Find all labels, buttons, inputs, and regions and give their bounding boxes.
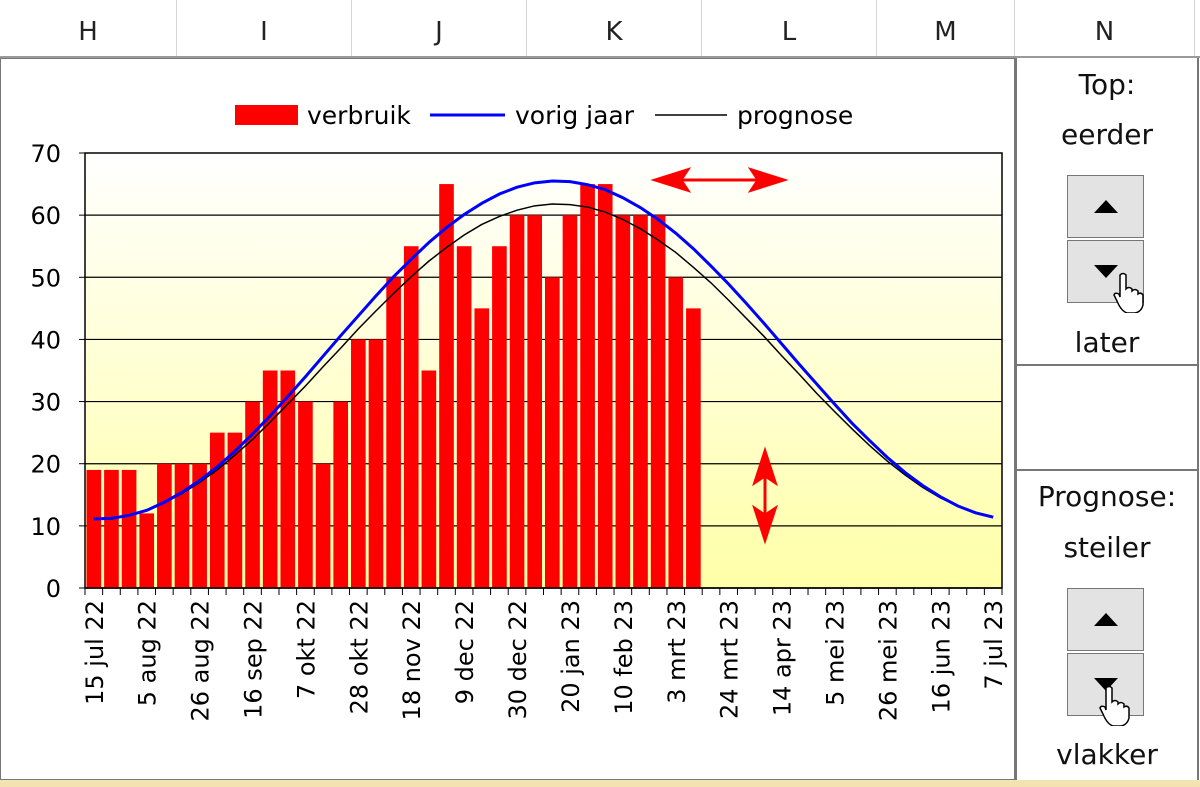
x-tick-label: 7 okt 22 bbox=[292, 600, 320, 699]
bar-verbruik bbox=[157, 463, 172, 588]
bar-verbruik bbox=[368, 339, 384, 588]
sheet-border bbox=[0, 780, 1200, 787]
x-tick-label: 10 feb 23 bbox=[610, 600, 638, 715]
top-title: Top: bbox=[1078, 68, 1136, 101]
hand-cursor-icon bbox=[1113, 272, 1144, 313]
legend-label-vorig-jaar: vorig jaar bbox=[515, 101, 635, 130]
bar-verbruik bbox=[209, 432, 225, 588]
arrow-down-icon bbox=[1094, 265, 1118, 278]
horizontal-shift-arrow-icon bbox=[650, 167, 789, 193]
arrow-up-icon bbox=[1094, 613, 1118, 626]
vertical-scale-arrow-icon bbox=[752, 446, 778, 545]
x-tick-label: 28 okt 22 bbox=[345, 600, 373, 714]
bar-verbruik bbox=[245, 401, 260, 588]
bar-verbruik bbox=[686, 308, 701, 588]
legend: verbruik vorig jaar prognose bbox=[235, 101, 853, 130]
y-tick-label: 50 bbox=[30, 264, 61, 292]
column-header-i[interactable]: I bbox=[177, 0, 352, 56]
bar-verbruik bbox=[351, 339, 366, 588]
line-vorig-jaar bbox=[93, 179, 994, 521]
y-tick-label: 70 bbox=[30, 140, 61, 168]
x-tick-label: 5 aug 22 bbox=[134, 600, 162, 706]
bar-verbruik bbox=[333, 401, 349, 588]
bar-verbruik bbox=[86, 469, 102, 588]
prognose-steeper-button[interactable] bbox=[1067, 588, 1144, 651]
prognose-title: Prognose: bbox=[1037, 480, 1177, 513]
x-tick-label: 3 mrt 23 bbox=[663, 600, 691, 704]
x-tick-label: 7 jul 23 bbox=[980, 600, 1008, 690]
column-headers: H I J K L M N bbox=[0, 0, 1200, 58]
bar-verbruik bbox=[227, 432, 243, 588]
bar-verbruik bbox=[456, 246, 472, 588]
bar-verbruik bbox=[562, 215, 578, 588]
column-header-k[interactable]: K bbox=[527, 0, 702, 56]
prognose-steeper-label: steiler bbox=[1063, 531, 1151, 564]
top-earlier-button[interactable] bbox=[1067, 175, 1144, 238]
column-header-j[interactable]: J bbox=[352, 0, 527, 56]
legend-swatch-verbruik bbox=[235, 105, 298, 125]
y-tick-label: 60 bbox=[30, 202, 61, 230]
bar-verbruik bbox=[527, 215, 542, 588]
bar-verbruik bbox=[668, 277, 684, 588]
y-tick-label: 10 bbox=[30, 513, 61, 541]
bar-verbruik bbox=[650, 215, 666, 588]
y-tick-label: 30 bbox=[30, 389, 61, 417]
x-tick-label: 30 dec 22 bbox=[504, 600, 532, 720]
line-prognose bbox=[93, 203, 994, 520]
prognose-flatter-button[interactable] bbox=[1067, 653, 1144, 726]
column-header-m[interactable]: M bbox=[877, 0, 1015, 56]
x-tick-label: 16 jun 23 bbox=[927, 600, 955, 713]
bar-verbruik bbox=[121, 469, 137, 588]
y-tick-label: 40 bbox=[30, 326, 61, 354]
y-tick-label: 0 bbox=[46, 575, 61, 603]
bar-verbruik bbox=[104, 469, 119, 588]
divider bbox=[1017, 469, 1197, 471]
bar-verbruik bbox=[139, 513, 155, 588]
x-tick-label: 9 dec 22 bbox=[451, 600, 479, 704]
column-header-l[interactable]: L bbox=[702, 0, 877, 56]
hand-cursor-icon bbox=[1099, 685, 1130, 726]
prognose-flatter-label: vlakker bbox=[1056, 738, 1158, 771]
bar-verbruik bbox=[280, 370, 296, 588]
bar-verbruik bbox=[262, 370, 278, 588]
column-header-h[interactable]: H bbox=[0, 0, 177, 56]
x-tick-label: 26 mei 23 bbox=[874, 600, 902, 721]
control-panel: Top: eerder later Prognose: steiler vlak… bbox=[1015, 58, 1199, 780]
bar-verbruik bbox=[633, 215, 648, 588]
bar-verbruik bbox=[174, 463, 190, 588]
bar-verbruik bbox=[403, 246, 419, 588]
legend-label-verbruik: verbruik bbox=[307, 101, 411, 130]
divider bbox=[1017, 364, 1197, 366]
bar-verbruik bbox=[315, 463, 331, 588]
x-tick-label: 5 mei 23 bbox=[821, 600, 849, 706]
top-later-button[interactable] bbox=[1067, 240, 1144, 313]
bar-verbruik bbox=[615, 215, 631, 588]
x-tick-label: 26 aug 22 bbox=[187, 600, 215, 722]
bar-verbruik bbox=[509, 215, 525, 588]
column-header-n[interactable]: N bbox=[1015, 0, 1195, 56]
bar-verbruik bbox=[597, 184, 613, 589]
bar-verbruik bbox=[492, 246, 507, 588]
bar-verbruik bbox=[545, 277, 560, 588]
arrow-up-icon bbox=[1094, 200, 1118, 213]
top-earlier-label: eerder bbox=[1061, 118, 1153, 151]
x-tick-label: 15 jul 22 bbox=[81, 600, 109, 705]
x-tick-label: 20 jan 23 bbox=[557, 600, 585, 713]
y-tick-label: 20 bbox=[30, 451, 61, 479]
bar-verbruik bbox=[421, 370, 437, 588]
bar-verbruik bbox=[192, 463, 207, 588]
bar-verbruik bbox=[474, 308, 490, 588]
bar-verbruik bbox=[580, 184, 595, 589]
bar-verbruik bbox=[298, 401, 313, 588]
x-tick-label: 24 mrt 23 bbox=[716, 600, 744, 719]
bar-verbruik bbox=[439, 184, 454, 589]
consumption-chart[interactable]: 0 10 20 30 40 50 60 70 15 jul 22 5 aug 22 26 aug 2… bbox=[0, 58, 1015, 780]
legend-label-prognose: prognose bbox=[737, 101, 853, 130]
x-tick-label: 18 nov 22 bbox=[398, 600, 426, 720]
bar-verbruik bbox=[386, 277, 401, 588]
x-tick-label: 16 sep 22 bbox=[240, 600, 268, 719]
x-tick-label: 14 apr 23 bbox=[769, 600, 797, 716]
top-later-label: later bbox=[1074, 326, 1140, 359]
